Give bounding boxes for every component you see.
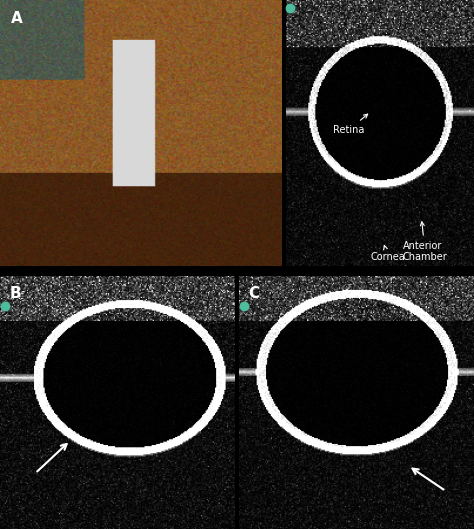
Text: Cornea: Cornea xyxy=(371,245,405,262)
Text: B: B xyxy=(9,286,21,301)
Text: Anterior
Chamber: Anterior Chamber xyxy=(403,222,447,262)
Text: C: C xyxy=(249,286,260,301)
Text: Retina: Retina xyxy=(333,114,368,135)
Text: A: A xyxy=(11,11,23,25)
